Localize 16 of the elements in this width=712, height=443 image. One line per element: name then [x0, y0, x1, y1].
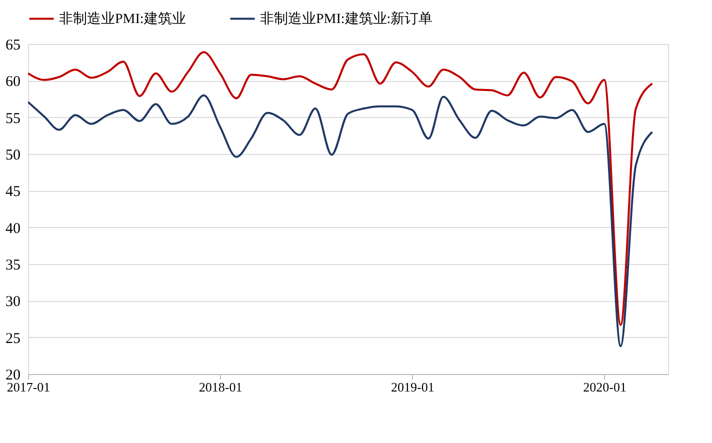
y-tick-label: 30: [6, 294, 20, 310]
y-tick-label: 55: [6, 110, 20, 127]
legend-label: 非制造业PMI:建筑业:新订单: [260, 10, 433, 27]
y-tick-label: 50: [6, 148, 20, 164]
y-tick-label: 45: [6, 184, 20, 200]
x-tick-label: 2019-01: [391, 380, 434, 394]
line-series: [28, 51, 654, 326]
legend-label: 非制造业PMI:建筑业: [59, 10, 186, 27]
y-tick-label: 25: [6, 330, 20, 347]
x-tick-label: 2018-01: [198, 380, 242, 394]
y-tick-label: 65: [6, 38, 20, 54]
y-tick-label: 60: [6, 74, 20, 90]
x-tick-label: 2020-01: [583, 380, 626, 394]
y-tick-label: 35: [6, 258, 20, 274]
line-series: [28, 94, 654, 348]
y-tick-label: 40: [6, 220, 20, 237]
